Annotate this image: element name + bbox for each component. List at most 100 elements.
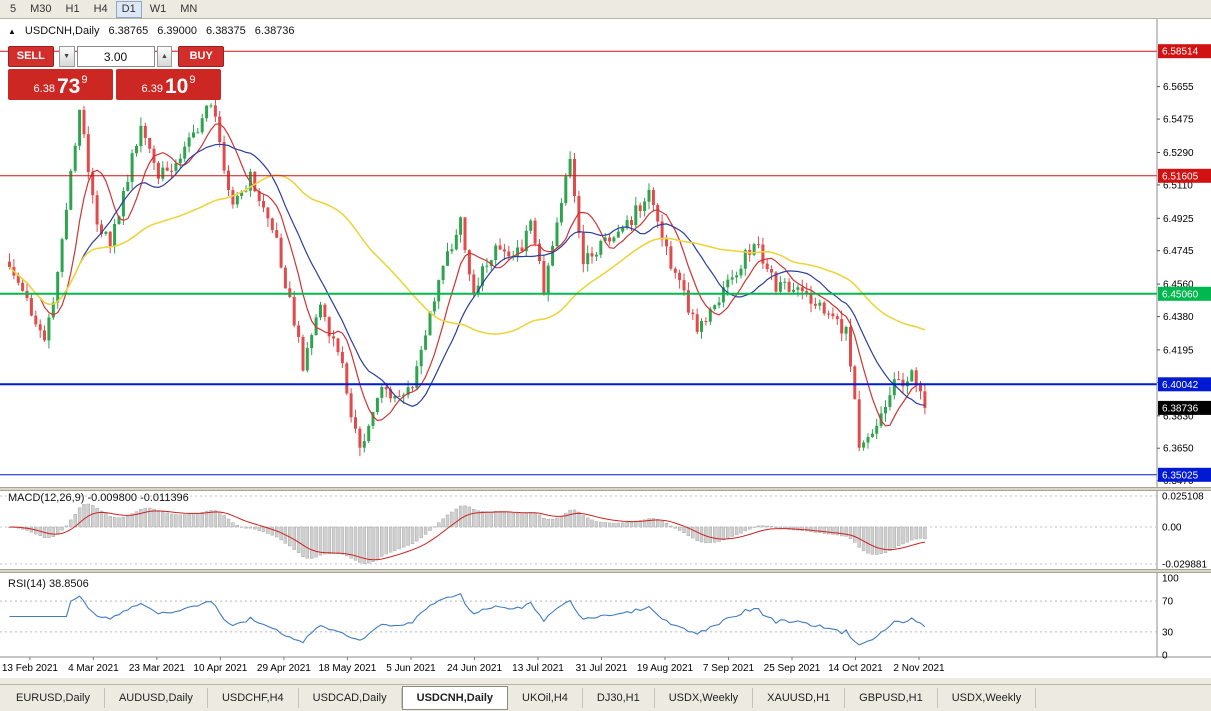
candle-body [428, 311, 432, 336]
candle-body [678, 272, 682, 281]
timeframe-button-d1[interactable]: D1 [115, 0, 142, 18]
date-label: 18 May 2021 [318, 663, 376, 674]
macd-bar [511, 512, 515, 528]
macd-bar [914, 526, 918, 540]
candle-body [669, 246, 673, 269]
macd-bar [743, 526, 747, 532]
rsi-axis-label: 0 [1162, 651, 1168, 662]
macd-bar [196, 513, 200, 528]
candle-body [529, 220, 533, 231]
chart-tab-usdcnh-daily[interactable]: USDCNH,Daily [401, 686, 509, 710]
macd-bar [217, 512, 222, 528]
macd-bar [713, 526, 717, 543]
candle-body [524, 230, 528, 252]
macd-bar [923, 526, 927, 539]
candle-body [542, 261, 546, 294]
chart-tab-gbpusd-h1[interactable]: GBPUSD,H1 [845, 688, 938, 708]
macd-bar [437, 522, 441, 528]
volume-decrease-button[interactable]: ▼ [58, 46, 75, 67]
chart-area[interactable]: 6.5655 6.5475 6.5290 6.5110 6.4925 6.4745 6.45… [0, 0, 1211, 684]
candle-body [516, 247, 520, 256]
chart-tab-audusd-daily[interactable]: AUDUSD,Daily [105, 688, 208, 708]
chart-tab-xauusd-h1[interactable]: XAUUSD,H1 [753, 688, 846, 708]
timeframe-button-m30[interactable]: M30 [30, 2, 52, 15]
macd-bar [866, 526, 870, 554]
macd-bar [695, 526, 699, 541]
candle-body [200, 118, 204, 133]
candle-body [489, 260, 493, 266]
chart-tab-eurusd-daily[interactable]: EURUSD,Daily [2, 688, 105, 708]
macd-bar [507, 512, 511, 528]
chart-tab-usdx-weekly[interactable]: USDX,Weekly [655, 688, 754, 708]
chart-tab-usdchf-h4[interactable]: USDCHF,H4 [208, 688, 299, 708]
macd-bar [476, 510, 480, 528]
chart-tab-ukoil-h4[interactable]: UKOil,H4 [508, 688, 583, 708]
timeframe-button-h4[interactable]: H4 [93, 2, 108, 15]
candle-body [608, 237, 612, 242]
macd-bar [156, 510, 161, 528]
candle-body [8, 261, 11, 267]
macd-bar [454, 508, 458, 528]
candle-body [717, 302, 721, 306]
candle-body [866, 437, 870, 443]
sell-button[interactable]: SELL [8, 46, 54, 67]
candle-body [34, 315, 38, 325]
macd-bar [450, 511, 454, 528]
macd-bar [861, 526, 866, 552]
candle-body [463, 217, 467, 251]
candle-body [919, 384, 922, 392]
chart-tab-dj30-h1[interactable]: DJ30,H1 [583, 688, 655, 708]
macd-bar [800, 526, 804, 531]
candle-body [51, 302, 55, 318]
pane-splitter[interactable] [0, 569, 1211, 573]
price-badge-6.38736: 6.38736 [1158, 400, 1211, 415]
candle-body [743, 250, 747, 269]
macd-bar [844, 526, 848, 537]
macd-bar [204, 510, 209, 528]
volume-input[interactable] [76, 46, 155, 67]
chart-background[interactable] [0, 19, 1211, 684]
volume-increase-button[interactable]: ▲ [156, 46, 173, 67]
macd-bar [765, 525, 769, 528]
chart-tab-usdcad-daily[interactable]: USDCAD,Daily [299, 688, 402, 708]
timeframe-button-mn[interactable]: MN [180, 2, 198, 15]
candle-body [196, 132, 200, 134]
buy-price-display[interactable]: 6.39 10 9 [116, 69, 221, 100]
pane-splitter[interactable] [0, 487, 1211, 491]
svg-text:6.35025: 6.35025 [1162, 470, 1199, 481]
candle-body [270, 218, 274, 231]
candle-body [43, 330, 46, 341]
date-label: 10 Apr 2021 [193, 663, 247, 674]
macd-bar [169, 513, 174, 528]
macd-bar [840, 526, 844, 537]
macd-bar [572, 509, 577, 528]
macd-bar [415, 526, 419, 542]
timeframe-button-5[interactable]: 5 [10, 2, 17, 15]
timeframe-button-w1[interactable]: W1 [149, 2, 167, 15]
buy-button[interactable]: BUY [178, 46, 224, 67]
candle-body [354, 417, 357, 429]
candle-body [822, 302, 826, 314]
chart-tab-usdx-weekly[interactable]: USDX,Weekly [938, 688, 1037, 708]
candle-body [117, 216, 121, 224]
macd-bar [327, 526, 331, 555]
candle-body [393, 395, 397, 399]
macd-bar [546, 519, 550, 528]
macd-bar [616, 522, 620, 528]
macd-bar [226, 518, 231, 528]
candle-body [875, 425, 879, 434]
timeframe-button-h1[interactable]: H1 [65, 2, 80, 15]
ohlc-low: 6.38375 [206, 25, 246, 37]
macd-bar [56, 526, 60, 535]
sell-price-display[interactable]: 6.38 73 9 [8, 69, 113, 100]
candle-body [778, 282, 782, 292]
macd-bar [905, 526, 910, 543]
candle-body [796, 287, 800, 290]
candle-body [446, 251, 449, 266]
y-axis-label: 6.3830 [1163, 411, 1194, 422]
candle-body [757, 244, 760, 246]
macd-bar [831, 526, 835, 535]
macd-bar [550, 519, 555, 528]
candle-body [297, 325, 301, 337]
macd-bar [502, 511, 507, 528]
